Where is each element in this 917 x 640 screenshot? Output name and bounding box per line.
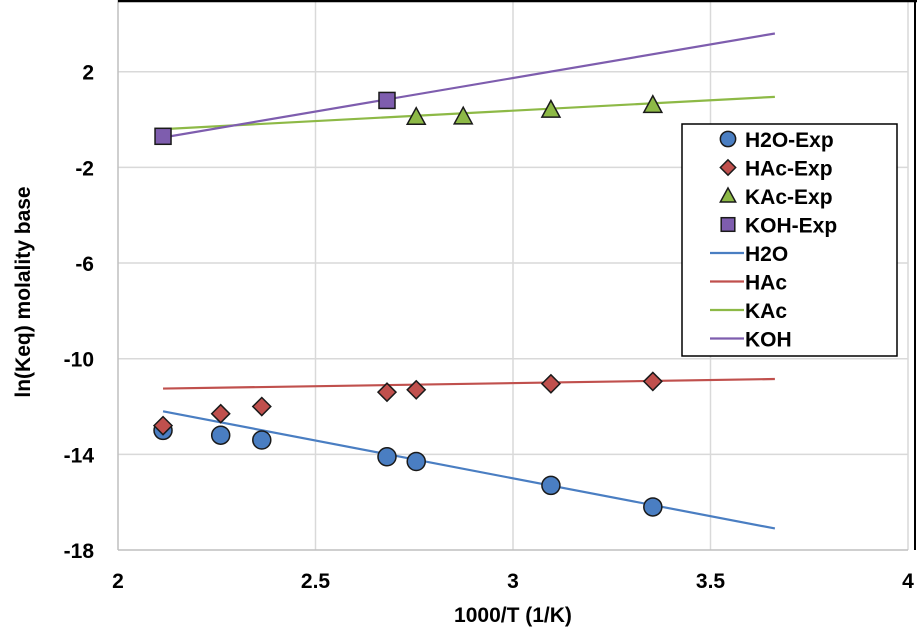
series-line-hac	[163, 377, 775, 390]
data-point-h2o-exp	[377, 446, 397, 467]
x-tick-label: 4	[902, 570, 914, 593]
data-point-h2o-exp	[252, 430, 272, 450]
x-tick-label: 2.5	[301, 570, 331, 593]
legend: H2O-Exp HAc-Exp KAc-Exp KOH-Exp H2O HAc KAc KOH	[681, 123, 898, 357]
x-tick-label: 3	[507, 570, 519, 593]
legend-box	[681, 123, 898, 357]
legend-label: KAc-Exp	[745, 186, 833, 209]
series-line-kac	[162, 95, 775, 131]
axes	[117, 0, 917, 551]
x-tick-label: 3.5	[696, 570, 726, 593]
data-point-koh-exp	[378, 91, 396, 110]
data-point-kac-exp	[540, 98, 562, 118]
data-point-hac-exp	[210, 403, 231, 424]
data-point-h2o-exp	[210, 425, 231, 445]
y-axis-label: ln(Keq) molality base	[12, 186, 35, 397]
data-point-hac-exp	[152, 415, 174, 436]
legend-symbol-koh-exp	[720, 216, 736, 233]
y-tick-label: -6	[75, 253, 94, 276]
data-point-koh-exp	[154, 127, 172, 146]
x-axis-label: 1000/T (1/K)	[454, 604, 572, 627]
data-point-h2o-exp	[406, 451, 426, 472]
tick-labels: 2 2.5 3 3.5 4 2 -2 -6 -10 -14 -18	[64, 62, 915, 593]
legend-label: HAc	[745, 272, 787, 295]
series-line-koh	[162, 32, 776, 139]
y-tick-label: -18	[64, 540, 95, 563]
data-point-hac-exp	[642, 371, 663, 392]
data-point-hac-exp	[376, 382, 398, 403]
y-tick-label: -14	[64, 444, 95, 467]
legend-label: HAc-Exp	[745, 158, 833, 181]
legend-symbol-kac-exp	[719, 186, 737, 203]
data-point-hac-exp	[540, 373, 561, 394]
legend-symbol-hac-exp	[719, 158, 737, 177]
data-point-h2o-exp	[541, 475, 561, 496]
data-point-h2o-exp	[643, 497, 663, 517]
legend-symbol-h2o-exp	[719, 130, 737, 148]
y-tick-label: -2	[75, 157, 94, 180]
legend-label: H2O	[745, 243, 788, 266]
x-tick-label: 2	[112, 570, 124, 593]
y-tick-label: -10	[64, 349, 94, 372]
data-point-hac-exp	[406, 379, 427, 400]
legend-label: KOH	[745, 329, 792, 352]
data-markers	[152, 91, 664, 517]
data-point-kac-exp	[452, 105, 474, 125]
y-tick-label: 2	[82, 62, 94, 85]
data-point-hac-exp	[251, 396, 272, 417]
data-point-kac-exp	[405, 106, 427, 126]
legend-label: KOH-Exp	[745, 215, 837, 238]
data-point-kac-exp	[642, 94, 664, 114]
legend-label: KAc	[745, 300, 787, 323]
legend-label: H2O-Exp	[745, 129, 834, 152]
